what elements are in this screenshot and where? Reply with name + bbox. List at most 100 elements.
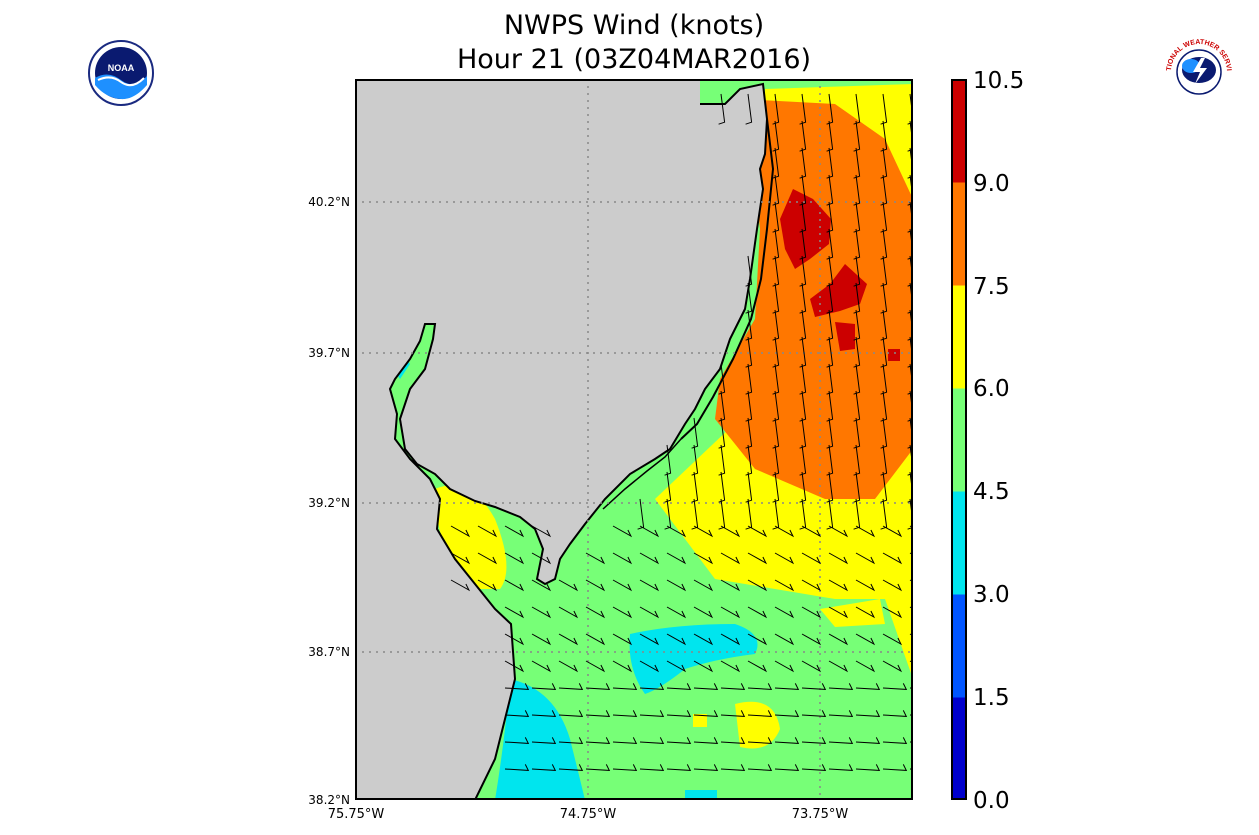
wind-barb xyxy=(691,417,699,449)
wind-barb xyxy=(801,606,822,619)
wind-barb xyxy=(666,660,687,673)
wind-barb xyxy=(531,579,552,592)
wind-barb xyxy=(828,710,854,717)
wind-barb xyxy=(826,363,834,395)
wind-barb xyxy=(693,606,714,619)
wind-barb xyxy=(828,606,849,619)
wind-barb xyxy=(772,174,780,206)
wind-barb xyxy=(504,764,530,771)
wind-barb xyxy=(666,710,692,717)
wind-barb xyxy=(799,255,807,287)
wind-barb xyxy=(720,683,746,690)
wind-barb xyxy=(504,525,525,538)
lat-label: 38.7°N xyxy=(308,645,350,659)
wind-barb xyxy=(853,93,861,125)
wind-barb xyxy=(745,282,753,314)
wind-barb xyxy=(585,660,606,673)
wind-barb xyxy=(855,764,881,771)
wind-barb xyxy=(612,764,638,771)
lon-label: 73.75°W xyxy=(791,807,849,822)
wind-barb xyxy=(799,282,807,314)
wind-barb xyxy=(853,309,861,341)
wind-barb xyxy=(774,525,795,538)
wind-barb xyxy=(799,390,807,422)
wind-barb xyxy=(745,471,753,503)
wind-barb xyxy=(612,579,633,592)
wind-barb xyxy=(585,606,606,619)
wind-barb xyxy=(772,282,780,314)
lat-label: 40.2°N xyxy=(308,195,350,209)
wind-barb xyxy=(664,498,672,530)
wind-zone-yellow-south xyxy=(735,701,780,749)
colorbar-segment xyxy=(951,285,967,389)
wind-barb xyxy=(772,228,780,260)
wind-barb xyxy=(801,764,827,771)
wind-barb xyxy=(826,174,834,206)
wind-barb xyxy=(855,606,876,619)
wind-barb xyxy=(691,498,699,530)
wind-barb xyxy=(826,471,834,503)
wind-barb xyxy=(747,579,768,592)
chart-title-line2: Hour 21 (03Z04MAR2016) xyxy=(456,44,812,75)
wind-barb xyxy=(720,633,741,646)
wind-barb xyxy=(828,737,854,744)
wind-barb xyxy=(774,633,795,646)
wind-barb xyxy=(747,552,768,565)
coastline xyxy=(388,82,769,800)
wind-barb xyxy=(718,417,726,449)
wind-barb xyxy=(774,683,800,690)
wind-barb xyxy=(747,683,773,690)
wind-barb xyxy=(531,710,557,717)
wind-barb xyxy=(720,579,741,592)
wind-barb xyxy=(747,633,768,646)
wind-barb xyxy=(799,228,807,260)
map-frame xyxy=(355,79,913,800)
wind-barb xyxy=(853,417,861,449)
wind-barb xyxy=(639,525,660,538)
wind-zone-red-3 xyxy=(835,322,855,351)
wind-barb xyxy=(558,579,579,592)
wind-barb xyxy=(801,525,822,538)
wind-barb xyxy=(666,606,687,619)
lat-label: 38.2°N xyxy=(308,793,350,807)
wind-barb xyxy=(745,255,753,287)
wind-barb xyxy=(450,579,471,592)
wind-barb xyxy=(531,525,552,538)
wind-zone-yellow-2 xyxy=(820,599,885,627)
wind-barb xyxy=(531,552,552,565)
wind-barb xyxy=(666,683,692,690)
wind-barb xyxy=(799,174,807,206)
colorbar xyxy=(951,79,967,800)
wind-barb xyxy=(828,683,854,690)
wind-barb xyxy=(880,471,888,503)
wind-barb xyxy=(666,764,692,771)
wind-barb xyxy=(801,579,822,592)
wind-barb xyxy=(799,363,807,395)
wind-barb xyxy=(772,336,780,368)
wind-barb xyxy=(774,552,795,565)
wind-barb xyxy=(880,390,888,422)
wind-barb xyxy=(772,444,780,476)
wind-barb xyxy=(639,683,665,690)
wind-barb xyxy=(477,525,498,538)
wind-barb xyxy=(828,552,849,565)
lat-label: 39.2°N xyxy=(308,496,350,510)
wind-barb xyxy=(826,147,834,179)
wind-barb xyxy=(531,764,557,771)
wind-barb xyxy=(612,737,638,744)
wind-barb xyxy=(504,579,525,592)
wind-barb xyxy=(801,633,822,646)
wind-barb xyxy=(718,444,726,476)
wind-barb xyxy=(880,147,888,179)
wind-barb xyxy=(853,147,861,179)
wind-barb xyxy=(745,444,753,476)
wind-barb xyxy=(720,606,741,619)
colorbar-tick-label: 1.5 xyxy=(973,685,1010,711)
wind-barb xyxy=(531,633,552,646)
wind-barb xyxy=(828,579,849,592)
wind-barb xyxy=(718,498,726,530)
wind-barb xyxy=(745,498,753,530)
wind-barb xyxy=(799,498,807,530)
wind-barb xyxy=(853,174,861,206)
lon-label: 74.75°W xyxy=(559,807,617,822)
